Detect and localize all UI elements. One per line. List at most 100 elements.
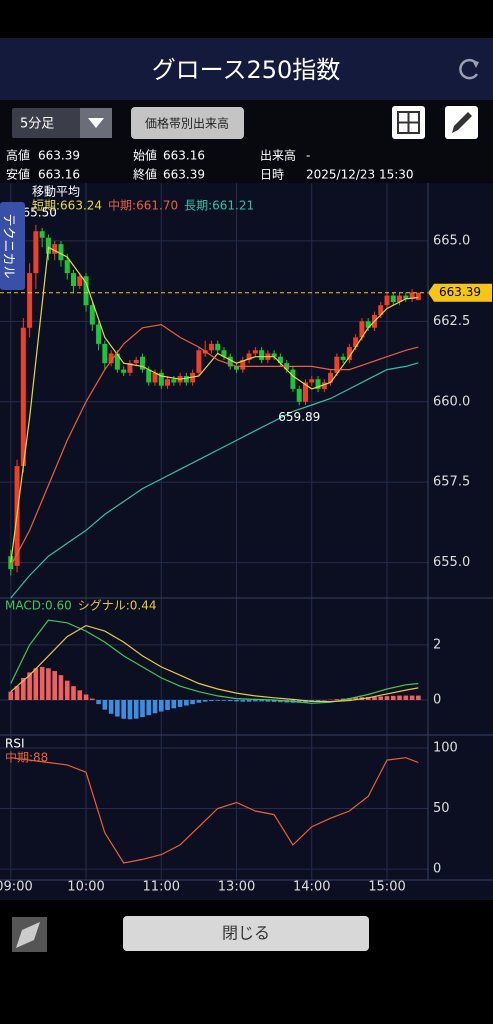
candle-body — [152, 372, 158, 383]
candle-body — [390, 295, 396, 303]
candle-body — [403, 295, 409, 299]
histogram-bar — [353, 697, 358, 700]
candle-body — [384, 295, 390, 306]
histogram-bar — [108, 699, 114, 714]
histogram-bar — [409, 695, 415, 700]
close-button-label: 閉じる — [222, 924, 270, 943]
quote-label: 日時 — [260, 168, 284, 182]
candle-body — [246, 353, 252, 360]
candle-body — [315, 379, 321, 389]
y-tick-label: 665.0 — [433, 233, 470, 248]
candle-body — [8, 556, 14, 570]
candle-body — [83, 276, 89, 306]
candle-body — [52, 244, 58, 254]
candle-body — [234, 366, 240, 370]
histogram-bar — [64, 680, 70, 700]
histogram-bar — [52, 671, 57, 700]
candle-body — [108, 353, 114, 364]
histogram-bar — [202, 699, 208, 702]
histogram-bar — [90, 698, 95, 700]
candle-body — [114, 353, 120, 370]
candle-body — [33, 231, 39, 274]
histogram-bar — [96, 699, 101, 705]
y-tick-label: 0 — [433, 692, 441, 707]
y-tick-label: 662.5 — [433, 314, 470, 329]
layout-icon[interactable] — [392, 106, 425, 139]
histogram-bar — [46, 668, 51, 700]
x-tick-label: 15:00 — [368, 880, 405, 895]
candle-body — [196, 350, 202, 373]
y-tick-label: 0 — [433, 862, 441, 877]
y-tick-label: 50 — [433, 801, 450, 816]
histogram-bar — [253, 699, 258, 702]
interval-select[interactable]: 5分足 — [12, 108, 112, 138]
histogram-bar — [384, 696, 390, 700]
histogram-bar — [77, 690, 83, 700]
refresh-icon[interactable] — [459, 58, 479, 80]
quote-value: 663.16 — [163, 149, 205, 163]
y-tick-label: 2 — [433, 637, 441, 652]
histogram-bar — [71, 686, 76, 700]
candle-body — [215, 343, 221, 351]
quote-value: 663.39 — [163, 168, 205, 182]
histogram-bar — [115, 699, 120, 717]
histogram-bar — [14, 686, 20, 700]
candle-body — [277, 356, 283, 364]
histogram-bar — [177, 699, 183, 707]
quote-label: 高値 — [6, 148, 30, 163]
close-button[interactable]: 閉じる — [123, 916, 369, 951]
candle-body — [58, 244, 64, 261]
histogram-bar — [39, 666, 45, 700]
quote-label: 始値 — [133, 148, 157, 163]
histogram-bar — [315, 699, 321, 702]
chart-bg — [0, 183, 493, 900]
candle-body — [227, 356, 233, 367]
interval-label: 5分足 — [20, 117, 54, 132]
x-tick-label: 13:00 — [218, 880, 255, 895]
candle-body — [71, 273, 76, 286]
line — [10, 624, 419, 703]
line — [10, 757, 419, 864]
candle-body — [158, 372, 164, 386]
x-tick-label: 09:00 — [0, 880, 33, 895]
histogram-bar — [58, 675, 64, 700]
histogram-bar — [378, 696, 384, 700]
histogram-bar — [21, 677, 26, 700]
histogram-bar — [234, 699, 239, 702]
legend-entry: MACD:0.60 — [5, 599, 72, 613]
candle-body — [171, 379, 177, 383]
histogram-bar — [171, 699, 177, 709]
header — [0, 38, 493, 100]
histogram-bar — [334, 699, 340, 700]
last-price-tag — [428, 283, 492, 302]
y-tick-label: 657.5 — [433, 475, 470, 490]
rotate-icon[interactable] — [12, 917, 47, 952]
volume-button[interactable]: 価格帯別出来高 — [131, 107, 244, 139]
histogram-bar — [416, 695, 421, 700]
technical-tab-label: テクニカル — [1, 213, 16, 278]
draw-icon[interactable] — [445, 106, 478, 139]
histogram-bar — [127, 699, 133, 720]
histogram-bar — [8, 691, 14, 700]
status-bar — [0, 0, 493, 38]
histogram-bar — [259, 699, 264, 702]
histogram-bar — [390, 695, 396, 700]
legend-entry: 短期:663.24 — [32, 199, 102, 213]
chart: 09:00 10:00 11:00 13:00 14:00 15:00 665.0 662.5… — [0, 183, 493, 895]
histogram-bar — [296, 699, 302, 703]
quote-value: - — [306, 149, 310, 163]
candle-body — [64, 260, 70, 274]
last-price-label: 663.39 — [439, 285, 481, 299]
technical-tab[interactable]: テクニカル — [0, 202, 25, 290]
histogram-bar — [372, 696, 377, 700]
candle-body — [290, 369, 296, 389]
candle-body — [340, 356, 346, 360]
quote-label: 終値 — [133, 167, 157, 182]
histogram-bar — [152, 699, 158, 714]
quote-value: 663.16 — [38, 168, 80, 182]
x-tick-label: 11:00 — [143, 880, 180, 895]
candle-body — [353, 337, 359, 348]
histogram-bar — [196, 699, 202, 703]
